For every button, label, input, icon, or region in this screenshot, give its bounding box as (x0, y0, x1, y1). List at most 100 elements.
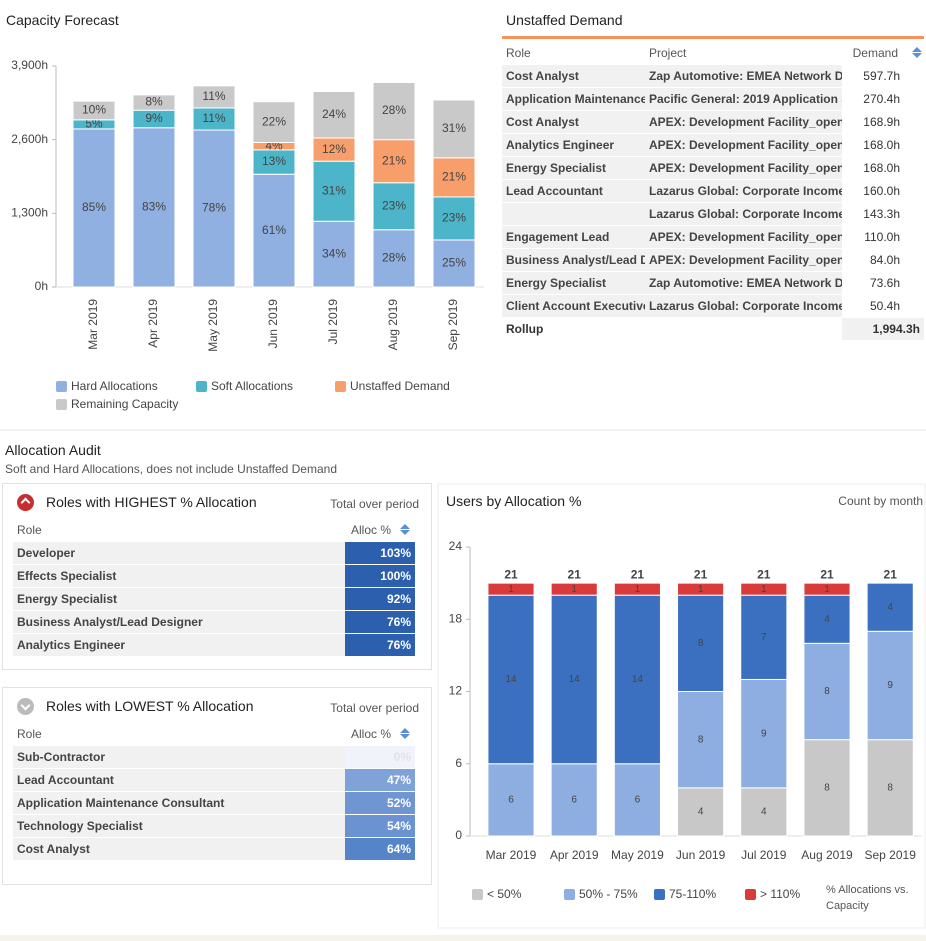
data-label: 13% (262, 154, 286, 168)
x-tick-label: May 2019 (611, 848, 664, 862)
text-cell: Pacific General: 2019 Application S (645, 88, 842, 110)
data-label: 6 (571, 795, 577, 806)
header-row: Role Alloc % (13, 723, 415, 745)
x-tick-label: Jul 2019 (326, 299, 340, 345)
text-cell: APEX: Development Facility_open (645, 134, 842, 156)
data-label: 4 (761, 807, 767, 818)
y-tick-label: 12 (449, 684, 463, 698)
chart-title: Users by Allocation % (446, 493, 582, 509)
data-label: 83% (142, 200, 166, 214)
y-tick-label: 2,600h (11, 132, 48, 146)
data-label: 8% (145, 95, 163, 109)
role-cell: Analytics Engineer (13, 634, 345, 656)
data-label: 31% (442, 121, 466, 135)
column-header: Demand (852, 46, 898, 60)
alloc-cell: 100% (345, 565, 415, 587)
bar-segment (432, 157, 476, 198)
data-label: 23% (382, 198, 406, 212)
toggle-icon[interactable] (17, 698, 34, 715)
demand-cell: 73.6h (869, 276, 900, 290)
data-label: 25% (442, 256, 466, 270)
column-header: Alloc % (350, 727, 391, 741)
legend-swatch (56, 381, 67, 392)
data-label: 21% (442, 170, 466, 184)
header-row: Role Project Demand (502, 42, 924, 64)
table-row: Lead Accountant Lazarus Global: Corporate… (502, 180, 924, 202)
legend-swatch (564, 889, 575, 900)
bar-segment (677, 594, 725, 693)
text-cell: APEX: Development Facility_open (645, 111, 842, 133)
panel-note: Total over period (330, 701, 419, 715)
bar-segment (192, 85, 236, 109)
text-cell: Lazarus Global: Corporate Income (645, 295, 842, 317)
data-label: 8 (887, 782, 893, 793)
rollup-total: 1,994.3h (842, 318, 924, 340)
x-tick-label: Aug 2019 (386, 299, 400, 351)
text-cell: Client Account Executive (502, 295, 645, 317)
table-row: Application Maintenance Consultant 52% (13, 792, 415, 814)
column-header: Role (506, 46, 531, 60)
alloc-cell: 76% (345, 611, 415, 633)
legend-title: % Allocations vs. Capacity (826, 884, 909, 912)
demand-cell: 160.0h (863, 184, 900, 198)
legend-swatch (56, 399, 67, 410)
table-row: Cost Analyst APEX: Development Facility_o… (502, 111, 924, 133)
sort-icon (400, 524, 410, 535)
table-row: Cost Analyst Zap Automotive: EMEA Network… (502, 65, 924, 87)
bar-segment (372, 81, 416, 141)
text-cell: Engagement Lead (502, 226, 645, 248)
x-tick-label: Apr 2019 (146, 299, 160, 348)
x-tick-label: Aug 2019 (801, 848, 853, 862)
chevron (20, 700, 31, 711)
table-row: Sub-Contractor 0% (13, 746, 415, 768)
panel-title: Roles with LOWEST % Allocation (46, 698, 254, 714)
data-label: 34% (322, 246, 346, 260)
highest-panel: Roles with HIGHEST % Allocation Total ove… (2, 483, 432, 670)
legend-swatch (745, 889, 756, 900)
data-label: 6 (635, 795, 641, 806)
demand-cell: 597.7h (863, 69, 900, 83)
bar-segment (866, 582, 914, 632)
y-tick-label: 18 (449, 611, 463, 625)
role-cell: Sub-Contractor (13, 746, 345, 768)
alloc-cell: 64% (345, 838, 415, 860)
bar-segment (677, 787, 725, 837)
rollup-spacer (645, 318, 842, 340)
x-tick-label: Mar 2019 (86, 299, 100, 350)
unstaffed-table: Role Project Demand Cost Analyst Zap Automot… (502, 41, 924, 341)
demand-cell: 168.9h (863, 115, 900, 129)
column-header: Role (17, 727, 42, 741)
alloc-cell: 47% (345, 769, 415, 791)
x-tick-label: Jun 2019 (676, 848, 726, 862)
bar-segment (740, 787, 788, 837)
sort-icon (912, 47, 922, 58)
text-cell: APEX: Development Facility_open (645, 226, 842, 248)
table-row: Cost Analyst 64% (13, 838, 415, 860)
sort-down (400, 734, 410, 739)
x-tick-label: May 2019 (206, 299, 220, 352)
bar-segment (252, 173, 296, 288)
toggle-icon[interactable] (17, 494, 34, 511)
chart-panel (437, 483, 926, 929)
column-header: Alloc % (350, 523, 391, 537)
demand-cell: 110.0h (864, 230, 900, 244)
lowest-panel: Roles with LOWEST % Allocation Total over… (2, 687, 432, 885)
total-label: 21 (568, 567, 582, 581)
text-cell: Zap Automotive: EMEA Network D (645, 272, 842, 294)
bar-segment (550, 763, 598, 837)
data-label: 9% (145, 111, 163, 125)
y-tick-label: 24 (449, 539, 463, 553)
demand-cell: 168.0h (863, 138, 900, 152)
bar-segment (803, 642, 851, 741)
bar-segment (613, 594, 661, 765)
text-cell: Energy Specialist (502, 272, 645, 294)
table-row: Effects Specialist 100% (13, 565, 415, 587)
role-cell: Technology Specialist (13, 815, 345, 837)
demand-cell: 168.0h (863, 161, 900, 175)
section-title: Allocation Audit (5, 442, 101, 458)
rollup-row: Rollup 1,994.3h (502, 318, 924, 340)
bar-segment (866, 630, 914, 741)
y-tick-label: 0h (35, 279, 48, 293)
